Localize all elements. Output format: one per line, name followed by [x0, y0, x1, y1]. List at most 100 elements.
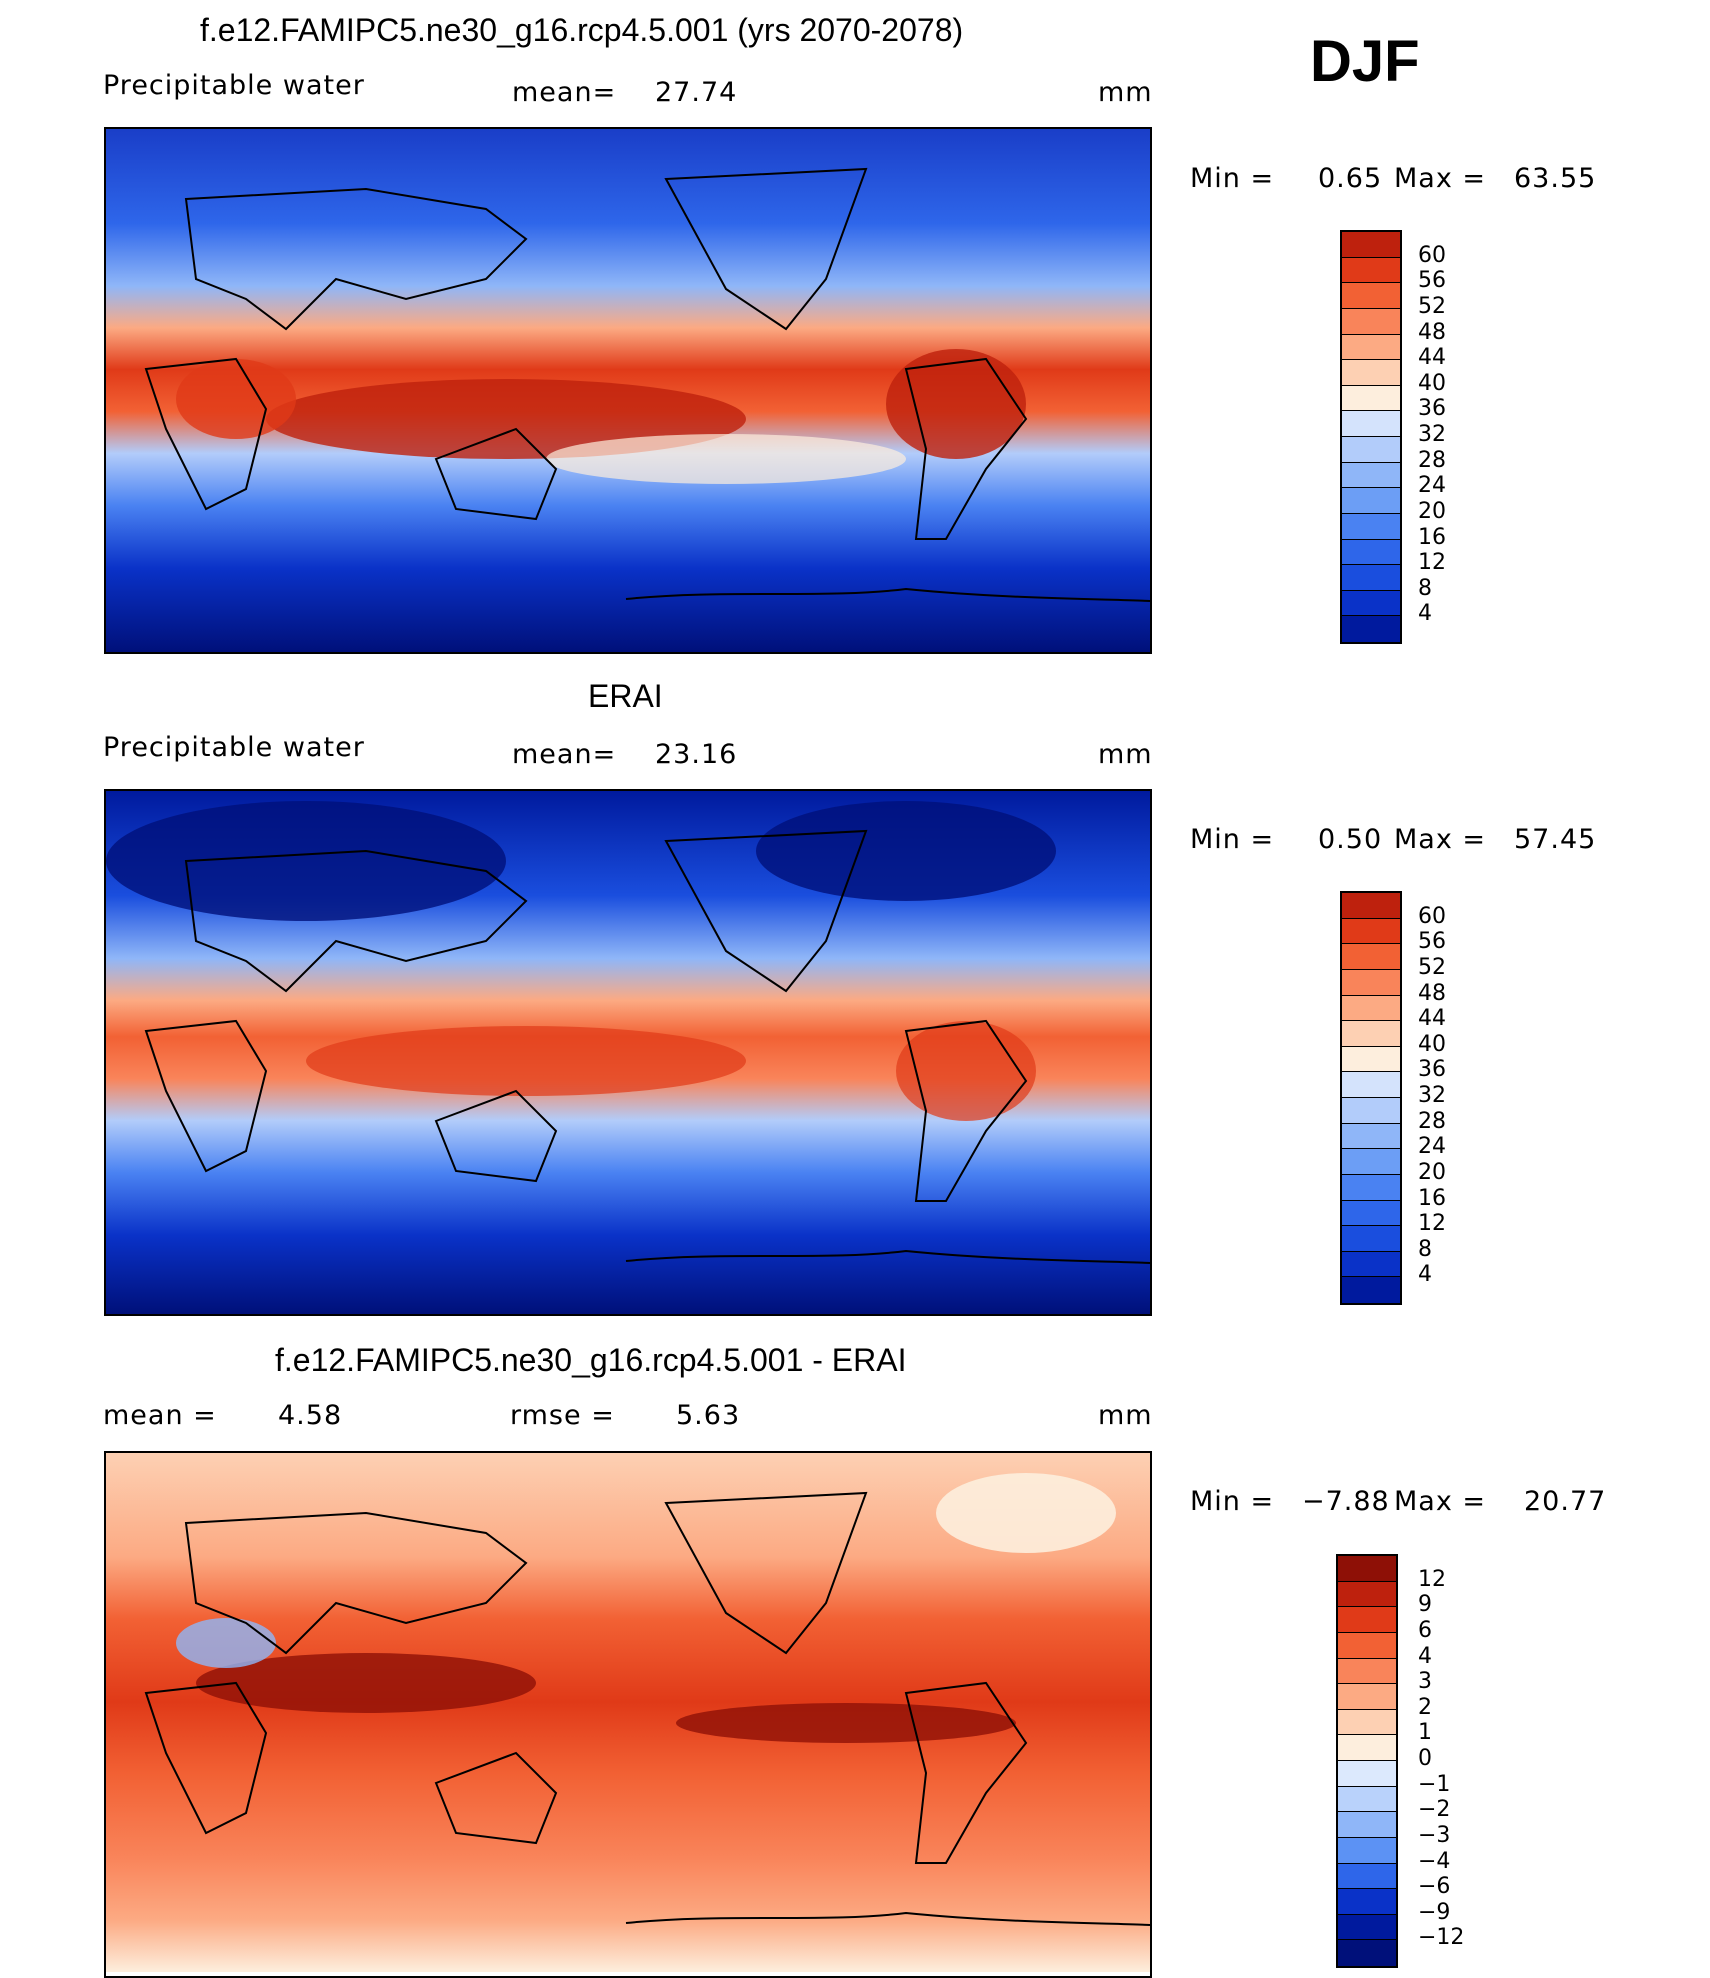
- colorbar-tick-label: 40: [1418, 1031, 1446, 1057]
- colorbar-tick-label: 16: [1418, 1185, 1446, 1211]
- colorbar-tick-label: 4: [1418, 1643, 1432, 1669]
- colorbar-box: [1342, 1251, 1400, 1278]
- colorbar-box: [1342, 616, 1400, 642]
- panel-3-rmse-label: rmse =: [510, 1400, 615, 1431]
- colorbar-tick-label: 24: [1418, 1134, 1446, 1160]
- colorbar-box: [1342, 539, 1400, 566]
- colorbar-tick-label: 24: [1418, 473, 1446, 499]
- colorbar-tick-label: 40: [1418, 370, 1446, 396]
- colorbar-tick-label: −6: [1418, 1874, 1451, 1900]
- colorbar-tick-label: 60: [1418, 242, 1446, 268]
- panel-2-map: [104, 789, 1152, 1316]
- colorbar-box: [1338, 1581, 1396, 1608]
- colorbar-box: [1342, 462, 1400, 489]
- panel-1-field: [106, 129, 1150, 652]
- colorbar-box: [1342, 437, 1400, 463]
- colorbar-tick-label: −12: [1418, 1925, 1465, 1951]
- panel-1-mean-label: mean=: [512, 77, 617, 108]
- panel-3-colorbar-labels: 12 9 6 4 3 2 1 0 −1 −2 −3 −4 −6 −9 −12: [1418, 1554, 1478, 1968]
- colorbar-box: [1342, 513, 1400, 540]
- panel-3-title: f.e12.FAMIPC5.ne30_g16.rcp4.5.001 - ERAI: [275, 1342, 907, 1378]
- colorbar-tick-label: 36: [1418, 396, 1446, 422]
- colorbar-box: [1342, 918, 1400, 945]
- panel-2-max-value: 57.45: [1514, 824, 1597, 855]
- panel-2-title: ERAI: [588, 678, 663, 714]
- colorbar-box: [1338, 1556, 1396, 1582]
- colorbar-box: [1342, 590, 1400, 617]
- colorbar-tick-label: 12: [1418, 1211, 1446, 1237]
- colorbar-box: [1342, 1021, 1400, 1047]
- panel-3-mean-value: 4.58: [278, 1400, 343, 1431]
- colorbar-box: [1342, 334, 1400, 361]
- colorbar-box: [1338, 1632, 1396, 1659]
- colorbar-box: [1342, 565, 1400, 591]
- colorbar-tick-label: 32: [1418, 1083, 1446, 1108]
- colorbar-box: [1338, 1761, 1396, 1787]
- colorbar-box: [1342, 232, 1400, 258]
- colorbar-box: [1342, 360, 1400, 386]
- colorbar-tick-label: 1: [1418, 1720, 1432, 1746]
- colorbar-box: [1342, 944, 1400, 970]
- panel-2-field: [106, 791, 1150, 1314]
- colorbar-tick-label: 52: [1418, 293, 1446, 319]
- panel-1-min-value: 0.65: [1318, 163, 1383, 194]
- colorbar-box: [1342, 308, 1400, 335]
- panel-1-max-value: 63.55: [1514, 163, 1597, 194]
- panel-2-colorbar: [1340, 891, 1402, 1305]
- panel-2-max-label: Max =: [1394, 824, 1487, 855]
- colorbar-box: [1338, 1914, 1396, 1941]
- colorbar-tick-label: 28: [1418, 447, 1446, 473]
- panel-1-min-label: Min =: [1190, 163, 1275, 194]
- colorbar-tick-label: 12: [1418, 550, 1446, 576]
- colorbar-tick-label: 3: [1418, 1669, 1432, 1695]
- colorbar-box: [1342, 1149, 1400, 1175]
- panel-2-units: mm: [1098, 739, 1153, 770]
- colorbar-box: [1342, 1174, 1400, 1201]
- panel-2-mean-label: mean=: [512, 739, 617, 770]
- colorbar-tick-label: 20: [1418, 498, 1446, 524]
- panel-1-title: f.e12.FAMIPC5.ne30_g16.rcp4.5.001 (yrs 2…: [200, 12, 964, 48]
- panel-3-colorbar: [1336, 1554, 1398, 1968]
- colorbar-tick-label: 0: [1418, 1746, 1432, 1771]
- colorbar-tick-label: 44: [1418, 1006, 1446, 1032]
- colorbar-box: [1338, 1684, 1396, 1710]
- colorbar-tick-label: 48: [1418, 319, 1446, 345]
- colorbar-box: [1342, 1277, 1400, 1303]
- colorbar-box: [1338, 1837, 1396, 1864]
- panel-1-map: [104, 127, 1152, 654]
- colorbar-tick-label: −4: [1418, 1848, 1451, 1874]
- colorbar-tick-label: 28: [1418, 1108, 1446, 1134]
- colorbar-box: [1342, 411, 1400, 437]
- colorbar-tick-label: 12: [1418, 1566, 1446, 1592]
- panel-3-min-label: Min =: [1190, 1486, 1275, 1517]
- colorbar-box: [1338, 1709, 1396, 1736]
- colorbar-box: [1342, 1046, 1400, 1073]
- panel-3-field: [106, 1453, 1150, 1972]
- colorbar-box: [1338, 1940, 1396, 1966]
- panel-3-min-value: −7.88: [1302, 1486, 1390, 1517]
- colorbar-box: [1342, 1098, 1400, 1124]
- colorbar-tick-label: 4: [1418, 601, 1432, 627]
- colorbar-tick-label: 16: [1418, 524, 1446, 550]
- colorbar-box: [1338, 1786, 1396, 1813]
- panel-1-colorbar: [1340, 230, 1402, 644]
- panel-2-colorbar-labels: 60 56 52 48 44 40 36 32 28 24 20 16 12 8 4: [1418, 891, 1478, 1305]
- panel-1-colorbar-labels: 60 56 52 48 44 40 36 32 28 24 20 16 12 8 4: [1418, 230, 1478, 644]
- colorbar-box: [1342, 257, 1400, 284]
- colorbar-tick-label: 60: [1418, 903, 1446, 929]
- panel-1-units: mm: [1098, 77, 1153, 108]
- colorbar-box: [1338, 1863, 1396, 1890]
- panel-1-variable: Precipitable water: [103, 70, 365, 101]
- panel-1-max-label: Max =: [1394, 163, 1487, 194]
- panel-2-mean-value: 23.16: [655, 739, 738, 770]
- colorbar-tick-label: 6: [1418, 1617, 1432, 1643]
- colorbar-box: [1342, 1200, 1400, 1227]
- panel-3-units: mm: [1098, 1400, 1153, 1431]
- colorbar-tick-label: −1: [1418, 1771, 1451, 1797]
- colorbar-box: [1342, 995, 1400, 1022]
- colorbar-box: [1342, 1072, 1400, 1098]
- panel-3-rmse-value: 5.63: [676, 1400, 741, 1431]
- colorbar-tick-label: 56: [1418, 268, 1446, 294]
- colorbar-tick-label: 9: [1418, 1592, 1432, 1618]
- colorbar-tick-label: 20: [1418, 1159, 1446, 1185]
